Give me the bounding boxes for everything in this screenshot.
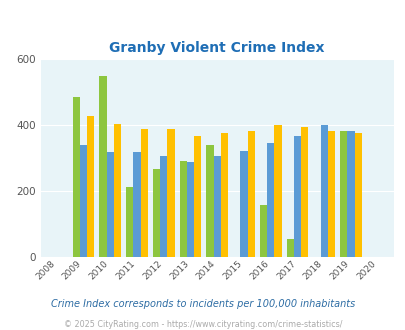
Bar bbox=[274, 125, 281, 257]
Bar bbox=[206, 145, 213, 257]
Bar bbox=[220, 133, 228, 257]
Bar bbox=[160, 156, 167, 257]
Bar bbox=[152, 169, 160, 257]
Bar bbox=[106, 152, 113, 257]
Bar bbox=[87, 116, 94, 257]
Bar bbox=[240, 151, 247, 257]
Bar bbox=[286, 239, 293, 257]
Bar bbox=[72, 97, 80, 257]
Bar bbox=[301, 127, 307, 257]
Bar bbox=[194, 136, 201, 257]
Bar bbox=[99, 76, 106, 257]
Bar bbox=[113, 124, 121, 257]
Bar bbox=[179, 161, 186, 257]
Bar bbox=[347, 131, 354, 257]
Bar bbox=[126, 187, 133, 257]
Bar bbox=[320, 125, 327, 257]
Text: Crime Index corresponds to incidents per 100,000 inhabitants: Crime Index corresponds to incidents per… bbox=[51, 299, 354, 309]
Bar bbox=[80, 145, 87, 257]
Bar bbox=[133, 152, 140, 257]
Bar bbox=[140, 129, 147, 257]
Bar bbox=[213, 156, 220, 257]
Bar bbox=[354, 133, 361, 257]
Bar bbox=[167, 129, 174, 257]
Bar bbox=[247, 131, 254, 257]
Title: Granby Violent Crime Index: Granby Violent Crime Index bbox=[109, 42, 324, 55]
Bar bbox=[186, 162, 194, 257]
Bar bbox=[266, 143, 274, 257]
Bar bbox=[293, 136, 301, 257]
Bar bbox=[259, 205, 266, 257]
Bar bbox=[327, 131, 334, 257]
Text: © 2025 CityRating.com - https://www.cityrating.com/crime-statistics/: © 2025 CityRating.com - https://www.city… bbox=[64, 320, 341, 329]
Bar bbox=[339, 131, 347, 257]
